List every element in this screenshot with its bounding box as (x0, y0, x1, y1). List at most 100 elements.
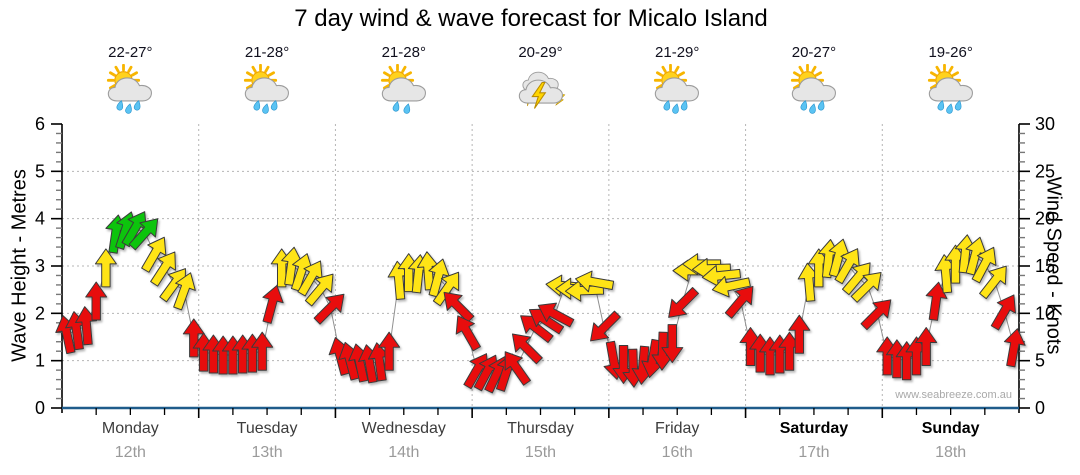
storm-icon (515, 64, 567, 114)
wind-arrow (537, 302, 575, 328)
day-label-friday: Friday (654, 420, 700, 437)
rain-drop-icon (672, 103, 679, 114)
rain-drop-icon (125, 103, 133, 114)
wind-arrow (915, 327, 938, 366)
wind-arrow (788, 314, 811, 354)
day-label-thursday: Thursday (507, 420, 574, 437)
rain-drop-icon (270, 100, 278, 111)
svg-text:5: 5 (1035, 351, 1045, 371)
wind-arrow (711, 275, 751, 298)
wind-arrow (511, 333, 543, 365)
day-label-saturday: Saturday (779, 420, 849, 437)
wind-arrow (141, 236, 167, 273)
wind-arrow (860, 299, 892, 331)
date-label-15th: 15th (524, 444, 557, 461)
watermark: www.seabreeze.com.au (895, 389, 1012, 401)
rain-drop-icon (253, 100, 261, 111)
svg-text:5: 5 (35, 161, 45, 181)
chart-title: 7 day wind & wave forecast for Micalo Is… (294, 5, 768, 32)
wind-arrow (432, 271, 460, 307)
wind-arrow (443, 291, 475, 323)
wind-arrow (971, 246, 997, 284)
date-label-12th: 12th (114, 444, 146, 461)
wind-arrow (313, 293, 345, 325)
day-label-tuesday: Tuesday (236, 420, 298, 437)
rain-drop-icon (392, 101, 400, 112)
date-label-18th: 18th (935, 444, 967, 461)
day-label-monday: Monday (101, 420, 159, 437)
svg-text:25: 25 (1035, 161, 1055, 181)
rain-drop-icon (663, 100, 671, 111)
y-axes: 0 1 2 3 4 5 6 0 5 10 15 20 25 30 (35, 114, 1055, 418)
rain-drop-icon (954, 100, 962, 111)
temperature-range-friday: 21-29° (655, 44, 700, 61)
wind-arrow (150, 251, 176, 287)
wind-arrow (128, 218, 159, 251)
svg-text:6: 6 (35, 114, 45, 134)
wind-arrow (455, 315, 481, 352)
wind-arrow (251, 331, 274, 371)
svg-text:30: 30 (1035, 114, 1055, 134)
wind-arrow (75, 306, 98, 346)
rain-drop-icon (937, 100, 944, 111)
rain-drop-icon (809, 103, 816, 114)
temperature-range-tuesday: 21-28° (244, 44, 290, 61)
wind-arrow (925, 281, 948, 321)
date-label-16th: 16th (661, 444, 693, 461)
temperature-range-sunday: 19-26° (928, 44, 973, 61)
wind-arrow (1003, 328, 1026, 368)
wind-arrow (590, 310, 621, 342)
day-label-wednesday: Wednesday (361, 420, 446, 437)
svg-text:3: 3 (35, 256, 45, 276)
x-axis (62, 406, 1019, 418)
wind-arrow (504, 351, 531, 386)
lightning-bolt-icon (530, 81, 546, 109)
svg-text:0: 0 (35, 398, 45, 418)
sun-cloud-rain-icon (241, 63, 293, 114)
cloud-icon (108, 77, 153, 102)
cloud-icon (381, 77, 426, 102)
date-label-13th: 13th (251, 444, 283, 461)
wind-arrow (850, 271, 882, 303)
wind-arrow (378, 331, 401, 371)
rain-drop-icon (403, 103, 410, 114)
svg-text:0: 0 (1035, 398, 1045, 418)
svg-text:10: 10 (1035, 303, 1055, 323)
wind-arrow (979, 265, 1007, 300)
cloud-icon (244, 77, 290, 102)
sun-cloud-rain-icon (651, 63, 703, 114)
svg-text:20: 20 (1035, 209, 1055, 229)
wind-arrow (304, 273, 334, 307)
sun-cloud-rain-icon (104, 63, 156, 114)
wind-arrow (94, 248, 117, 288)
wind-arrow (173, 272, 196, 311)
rain-drop-icon (945, 103, 953, 114)
temperature-range-saturday: 20-27° (791, 44, 837, 61)
rain-drop-icon (116, 100, 124, 111)
date-label-14th: 14th (388, 444, 420, 461)
wind-arrow (262, 285, 284, 324)
rain-drop-icon (800, 100, 808, 111)
wind-arrow (668, 286, 700, 318)
svg-text:4: 4 (35, 209, 45, 229)
rain-drop-icon (262, 103, 269, 114)
wind-arrow (990, 294, 1016, 331)
rain-drop-icon (681, 100, 688, 111)
sun-cloud-rain-icon (788, 63, 840, 114)
wind-arrow (724, 285, 754, 319)
rain-drop-icon (817, 100, 825, 111)
svg-text:1: 1 (35, 351, 45, 371)
svg-text:15: 15 (1035, 256, 1055, 276)
cloud-icon (791, 77, 836, 102)
wind-arrow (661, 324, 684, 364)
wind-arrow (574, 270, 615, 293)
sun-cloud-light-rain-icon (378, 63, 430, 114)
right-axis-title: Wind Speed - Knots (1042, 176, 1065, 355)
cloud-icon (928, 77, 973, 102)
svg-text:2: 2 (35, 303, 45, 323)
wind-arrow (85, 281, 108, 321)
date-label-17th: 17th (798, 444, 830, 461)
temperature-range-wednesday: 21-28° (381, 44, 426, 61)
